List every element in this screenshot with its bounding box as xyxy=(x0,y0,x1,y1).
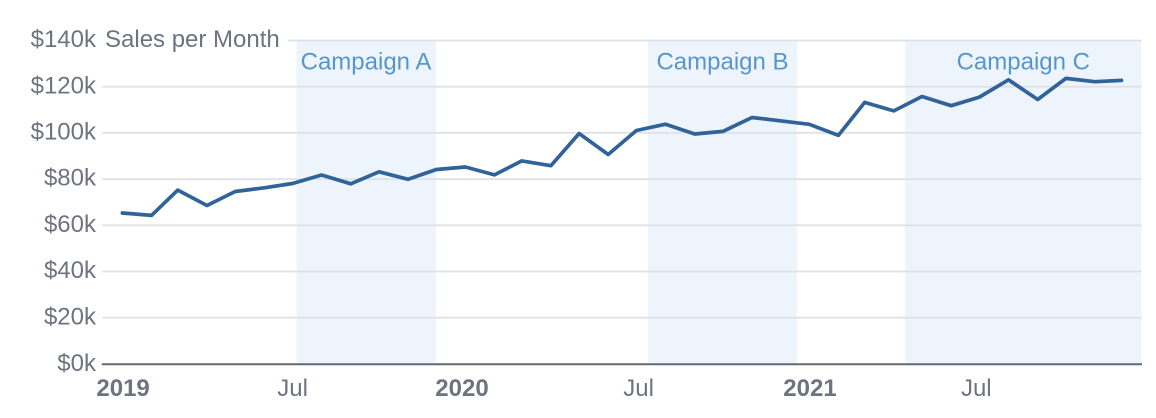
svg-text:$120k: $120k xyxy=(31,72,97,99)
svg-text:Sales per Month: Sales per Month xyxy=(105,26,280,53)
svg-text:Jul: Jul xyxy=(623,375,654,402)
svg-text:$80k: $80k xyxy=(44,165,97,192)
svg-text:$60k: $60k xyxy=(44,211,97,238)
svg-text:Jul: Jul xyxy=(277,375,308,402)
svg-text:2020: 2020 xyxy=(435,375,488,402)
svg-text:2021: 2021 xyxy=(783,375,836,402)
svg-text:$20k: $20k xyxy=(44,303,97,330)
svg-text:Jul: Jul xyxy=(961,375,992,402)
svg-text:$100k: $100k xyxy=(31,119,97,146)
svg-text:Campaign C: Campaign C xyxy=(957,49,1090,76)
svg-text:Campaign A: Campaign A xyxy=(301,49,432,76)
svg-text:2019: 2019 xyxy=(96,375,149,402)
svg-text:$40k: $40k xyxy=(44,257,97,284)
svg-text:Campaign B: Campaign B xyxy=(656,49,788,76)
svg-text:$0k: $0k xyxy=(57,350,97,377)
svg-text:$140k: $140k xyxy=(31,26,97,53)
